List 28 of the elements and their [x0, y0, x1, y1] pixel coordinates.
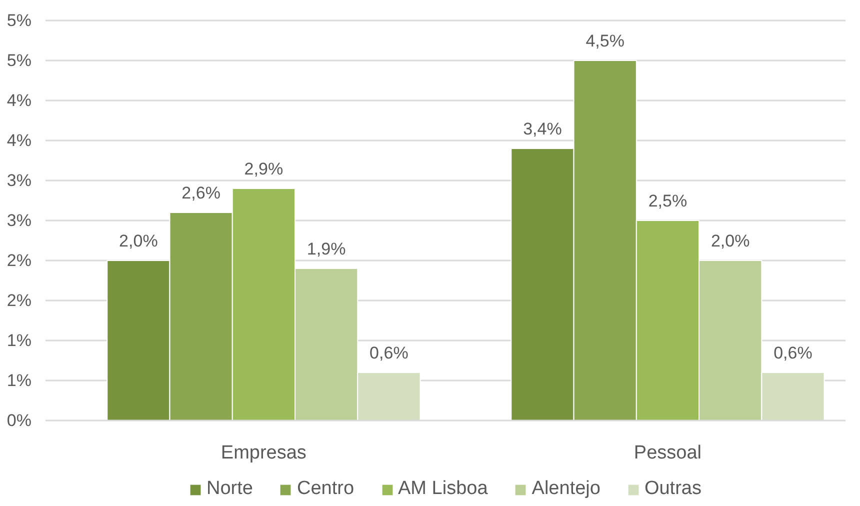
- legend-label: Alentejo: [532, 478, 600, 500]
- data-label: 2,0%: [710, 232, 750, 250]
- x-tick-label: Empresas: [220, 442, 306, 464]
- data-label: 1,9%: [306, 240, 346, 258]
- legend-label: Centro: [296, 478, 354, 500]
- y-tick-label: 2%: [6, 251, 32, 270]
- y-tick-label: 3%: [6, 211, 32, 230]
- data-label: 2,9%: [244, 160, 284, 178]
- data-label: 0,6%: [370, 344, 408, 362]
- data-label: 0,6%: [774, 344, 812, 362]
- data-label: 2,6%: [182, 184, 220, 202]
- y-tick-label: 5%: [6, 51, 32, 70]
- legend-label: AM Lisboa: [398, 478, 488, 500]
- y-tick-label: 1%: [6, 371, 32, 390]
- y-tick-label: 0%: [6, 411, 32, 430]
- x-tick-label: Pessoal: [634, 442, 702, 464]
- data-label: 3,4%: [523, 120, 562, 138]
- data-label: 2,5%: [648, 192, 688, 210]
- data-label: 4,5%: [586, 32, 624, 50]
- y-tick-label: 4%: [6, 91, 32, 110]
- legend-label: Norte: [206, 478, 253, 500]
- y-tick-label: 1%: [6, 331, 32, 350]
- legend-label: Outras: [644, 478, 702, 500]
- y-tick-label: 5%: [6, 11, 32, 30]
- y-tick-label: 3%: [6, 171, 32, 190]
- y-tick-label: 4%: [6, 131, 32, 150]
- data-label: 2,0%: [119, 232, 158, 250]
- y-tick-label: 2%: [6, 291, 32, 310]
